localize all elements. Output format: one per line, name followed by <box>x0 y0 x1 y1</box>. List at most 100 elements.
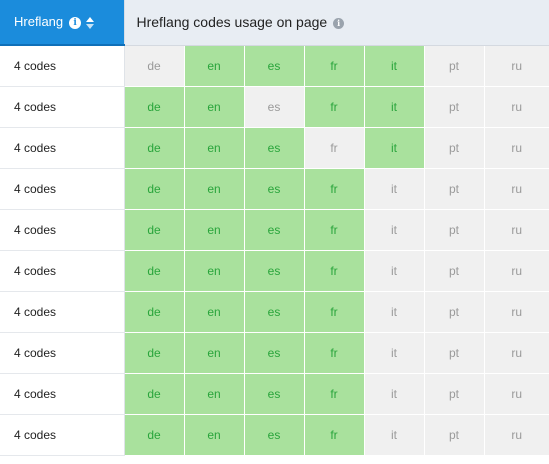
table-row: 4 codes de en es fr it pt ru <box>0 45 549 87</box>
hreflang-code-cell: de <box>124 291 185 333</box>
hreflang-count: 4 codes <box>0 250 125 292</box>
hreflang-count: 4 codes <box>0 168 125 210</box>
hreflang-code-cell: pt <box>424 168 485 210</box>
hreflang-count: 4 codes <box>0 291 125 333</box>
hreflang-code-cell: fr <box>304 45 365 87</box>
hreflang-column-header[interactable]: Hreflang i <box>0 0 125 46</box>
hreflang-code-cell: ru <box>484 209 549 251</box>
hreflang-code-cell: en <box>184 291 245 333</box>
hreflang-code-cell: es <box>244 127 305 169</box>
hreflang-code-cell: en <box>184 250 245 292</box>
table-row: 4 codes de en es fr it pt ru <box>0 209 549 251</box>
hreflang-code-cell: en <box>184 373 245 415</box>
hreflang-code-cell: pt <box>424 86 485 128</box>
table-row: 4 codes de en es fr it pt ru <box>0 332 549 374</box>
hreflang-code-cell: pt <box>424 373 485 415</box>
hreflang-code-cell: pt <box>424 45 485 87</box>
table-header-row: Hreflang i Hreflang codes usage on page i <box>0 0 549 46</box>
hreflang-code-cell: pt <box>424 414 485 456</box>
hreflang-code-cell: ru <box>484 373 549 415</box>
hreflang-code-cell: fr <box>304 291 365 333</box>
hreflang-code-cell: en <box>184 414 245 456</box>
hreflang-code-cell: it <box>364 332 425 374</box>
hreflang-code-cell: es <box>244 45 305 87</box>
hreflang-code-cell: fr <box>304 127 365 169</box>
hreflang-code-cell: it <box>364 168 425 210</box>
hreflang-code-cell: es <box>244 250 305 292</box>
hreflang-code-cell: en <box>184 86 245 128</box>
hreflang-code-cell: it <box>364 45 425 87</box>
hreflang-code-cell: fr <box>304 332 365 374</box>
hreflang-count: 4 codes <box>0 45 125 87</box>
hreflang-count: 4 codes <box>0 86 125 128</box>
hreflang-code-cell: it <box>364 209 425 251</box>
table-row: 4 codes de en es fr it pt ru <box>0 291 549 333</box>
hreflang-code-cell: de <box>124 373 185 415</box>
table-body: 4 codes de en es fr it pt ru 4 codes de en es fr it pt… <box>0 45 549 456</box>
hreflang-code-cell: en <box>184 127 245 169</box>
hreflang-code-cell: de <box>124 86 185 128</box>
hreflang-code-cell: fr <box>304 373 365 415</box>
hreflang-code-cell: es <box>244 168 305 210</box>
hreflang-code-cell: de <box>124 168 185 210</box>
hreflang-code-cell: fr <box>304 250 365 292</box>
hreflang-code-cell: de <box>124 209 185 251</box>
hreflang-code-cell: pt <box>424 291 485 333</box>
hreflang-code-cell: it <box>364 373 425 415</box>
hreflang-code-cell: es <box>244 373 305 415</box>
hreflang-code-cell: es <box>244 332 305 374</box>
table-row: 4 codes de en es fr it pt ru <box>0 373 549 415</box>
hreflang-code-cell: pt <box>424 127 485 169</box>
info-icon[interactable]: i <box>69 16 82 29</box>
hreflang-code-cell: ru <box>484 86 549 128</box>
hreflang-code-cell: it <box>364 127 425 169</box>
hreflang-code-cell: en <box>184 168 245 210</box>
hreflang-code-cell: it <box>364 86 425 128</box>
hreflang-code-cell: fr <box>304 168 365 210</box>
hreflang-count: 4 codes <box>0 209 125 251</box>
hreflang-code-cell: es <box>244 86 305 128</box>
hreflang-code-cell: it <box>364 250 425 292</box>
hreflang-code-cell: fr <box>304 209 365 251</box>
hreflang-code-cell: es <box>244 291 305 333</box>
usage-column-label: Hreflang codes usage on page <box>136 14 328 31</box>
hreflang-code-cell: en <box>184 209 245 251</box>
hreflang-code-cell: en <box>184 45 245 87</box>
hreflang-code-cell: fr <box>304 86 365 128</box>
hreflang-code-cell: de <box>124 127 185 169</box>
hreflang-code-cell: pt <box>424 250 485 292</box>
table-row: 4 codes de en es fr it pt ru <box>0 168 549 210</box>
table-row: 4 codes de en es fr it pt ru <box>0 414 549 456</box>
hreflang-code-cell: es <box>244 414 305 456</box>
hreflang-code-cell: ru <box>484 168 549 210</box>
hreflang-code-cell: de <box>124 332 185 374</box>
hreflang-count: 4 codes <box>0 414 125 456</box>
hreflang-code-cell: pt <box>424 332 485 374</box>
hreflang-code-cell: ru <box>484 45 549 87</box>
hreflang-code-cell: de <box>124 414 185 456</box>
info-icon[interactable]: i <box>333 18 345 30</box>
table-row: 4 codes de en es fr it pt ru <box>0 127 549 169</box>
table-row: 4 codes de en es fr it pt ru <box>0 250 549 292</box>
hreflang-code-cell: de <box>124 250 185 292</box>
hreflang-code-cell: ru <box>484 250 549 292</box>
usage-column-header: Hreflang codes usage on page i <box>124 0 549 46</box>
hreflang-count: 4 codes <box>0 373 125 415</box>
hreflang-count: 4 codes <box>0 332 125 374</box>
hreflang-code-cell: fr <box>304 414 365 456</box>
hreflang-count: 4 codes <box>0 127 125 169</box>
table-row: 4 codes de en es fr it pt ru <box>0 86 549 128</box>
hreflang-code-cell: ru <box>484 291 549 333</box>
sort-icon[interactable] <box>85 16 95 30</box>
hreflang-code-cell: it <box>364 291 425 333</box>
hreflang-code-cell: pt <box>424 209 485 251</box>
hreflang-code-cell: ru <box>484 127 549 169</box>
hreflang-column-label: Hreflang <box>14 14 64 30</box>
hreflang-code-cell: it <box>364 414 425 456</box>
hreflang-code-cell: de <box>124 45 185 87</box>
hreflang-code-cell: ru <box>484 332 549 374</box>
hreflang-code-cell: ru <box>484 414 549 456</box>
hreflang-code-cell: en <box>184 332 245 374</box>
